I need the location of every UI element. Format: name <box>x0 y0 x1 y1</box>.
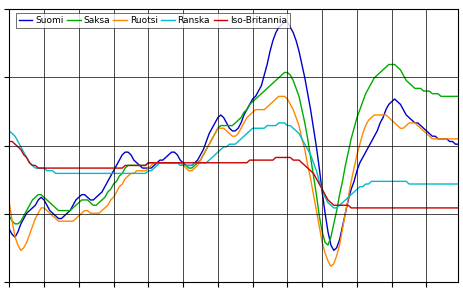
Suomi <box>282 20 288 24</box>
Saksa <box>119 172 125 175</box>
Suomi <box>319 190 325 194</box>
Ranska <box>119 172 125 175</box>
Saksa <box>386 63 392 66</box>
Line: Iso-Britannia: Iso-Britannia <box>9 141 458 208</box>
Saksa <box>273 79 279 82</box>
Saksa <box>325 243 331 247</box>
Saksa <box>175 161 180 164</box>
Iso-Britannia <box>317 182 322 186</box>
Ranska <box>273 124 279 127</box>
Saksa <box>317 214 322 218</box>
Suomi <box>456 142 461 146</box>
Suomi <box>331 249 337 252</box>
Ranska <box>6 129 12 133</box>
Iso-Britannia <box>119 166 125 170</box>
Suomi <box>192 161 198 164</box>
Ruotsi <box>276 95 282 98</box>
Ranska <box>192 161 198 164</box>
Line: Ruotsi: Ruotsi <box>9 96 458 266</box>
Ruotsi <box>319 241 325 244</box>
Saksa <box>192 164 198 167</box>
Suomi <box>119 153 125 157</box>
Ranska <box>375 180 380 183</box>
Iso-Britannia <box>456 206 461 210</box>
Suomi <box>6 227 12 231</box>
Saksa <box>6 214 12 218</box>
Ruotsi <box>175 161 180 164</box>
Saksa <box>372 76 377 79</box>
Saksa <box>456 95 461 98</box>
Legend: Suomi, Saksa, Ruotsi, Ranska, Iso-Britannia: Suomi, Saksa, Ruotsi, Ranska, Iso-Britan… <box>16 13 290 28</box>
Iso-Britannia <box>192 161 198 164</box>
Iso-Britannia <box>175 161 180 164</box>
Ruotsi <box>456 137 461 141</box>
Line: Ranska: Ranska <box>9 123 458 208</box>
Ruotsi <box>375 113 380 117</box>
Ruotsi <box>119 182 125 186</box>
Ruotsi <box>273 97 279 101</box>
Suomi <box>175 153 180 157</box>
Ruotsi <box>6 201 12 204</box>
Ranska <box>319 188 325 191</box>
Ruotsi <box>192 166 198 170</box>
Line: Suomi: Suomi <box>9 22 458 250</box>
Ranska <box>276 121 282 125</box>
Line: Saksa: Saksa <box>9 65 458 245</box>
Iso-Britannia <box>273 156 279 159</box>
Ranska <box>175 161 180 164</box>
Iso-Britannia <box>348 206 354 210</box>
Suomi <box>375 129 380 133</box>
Ruotsi <box>328 265 334 268</box>
Ranska <box>331 206 337 210</box>
Suomi <box>273 31 279 34</box>
Iso-Britannia <box>372 206 377 210</box>
Iso-Britannia <box>6 140 12 143</box>
Ranska <box>456 182 461 186</box>
